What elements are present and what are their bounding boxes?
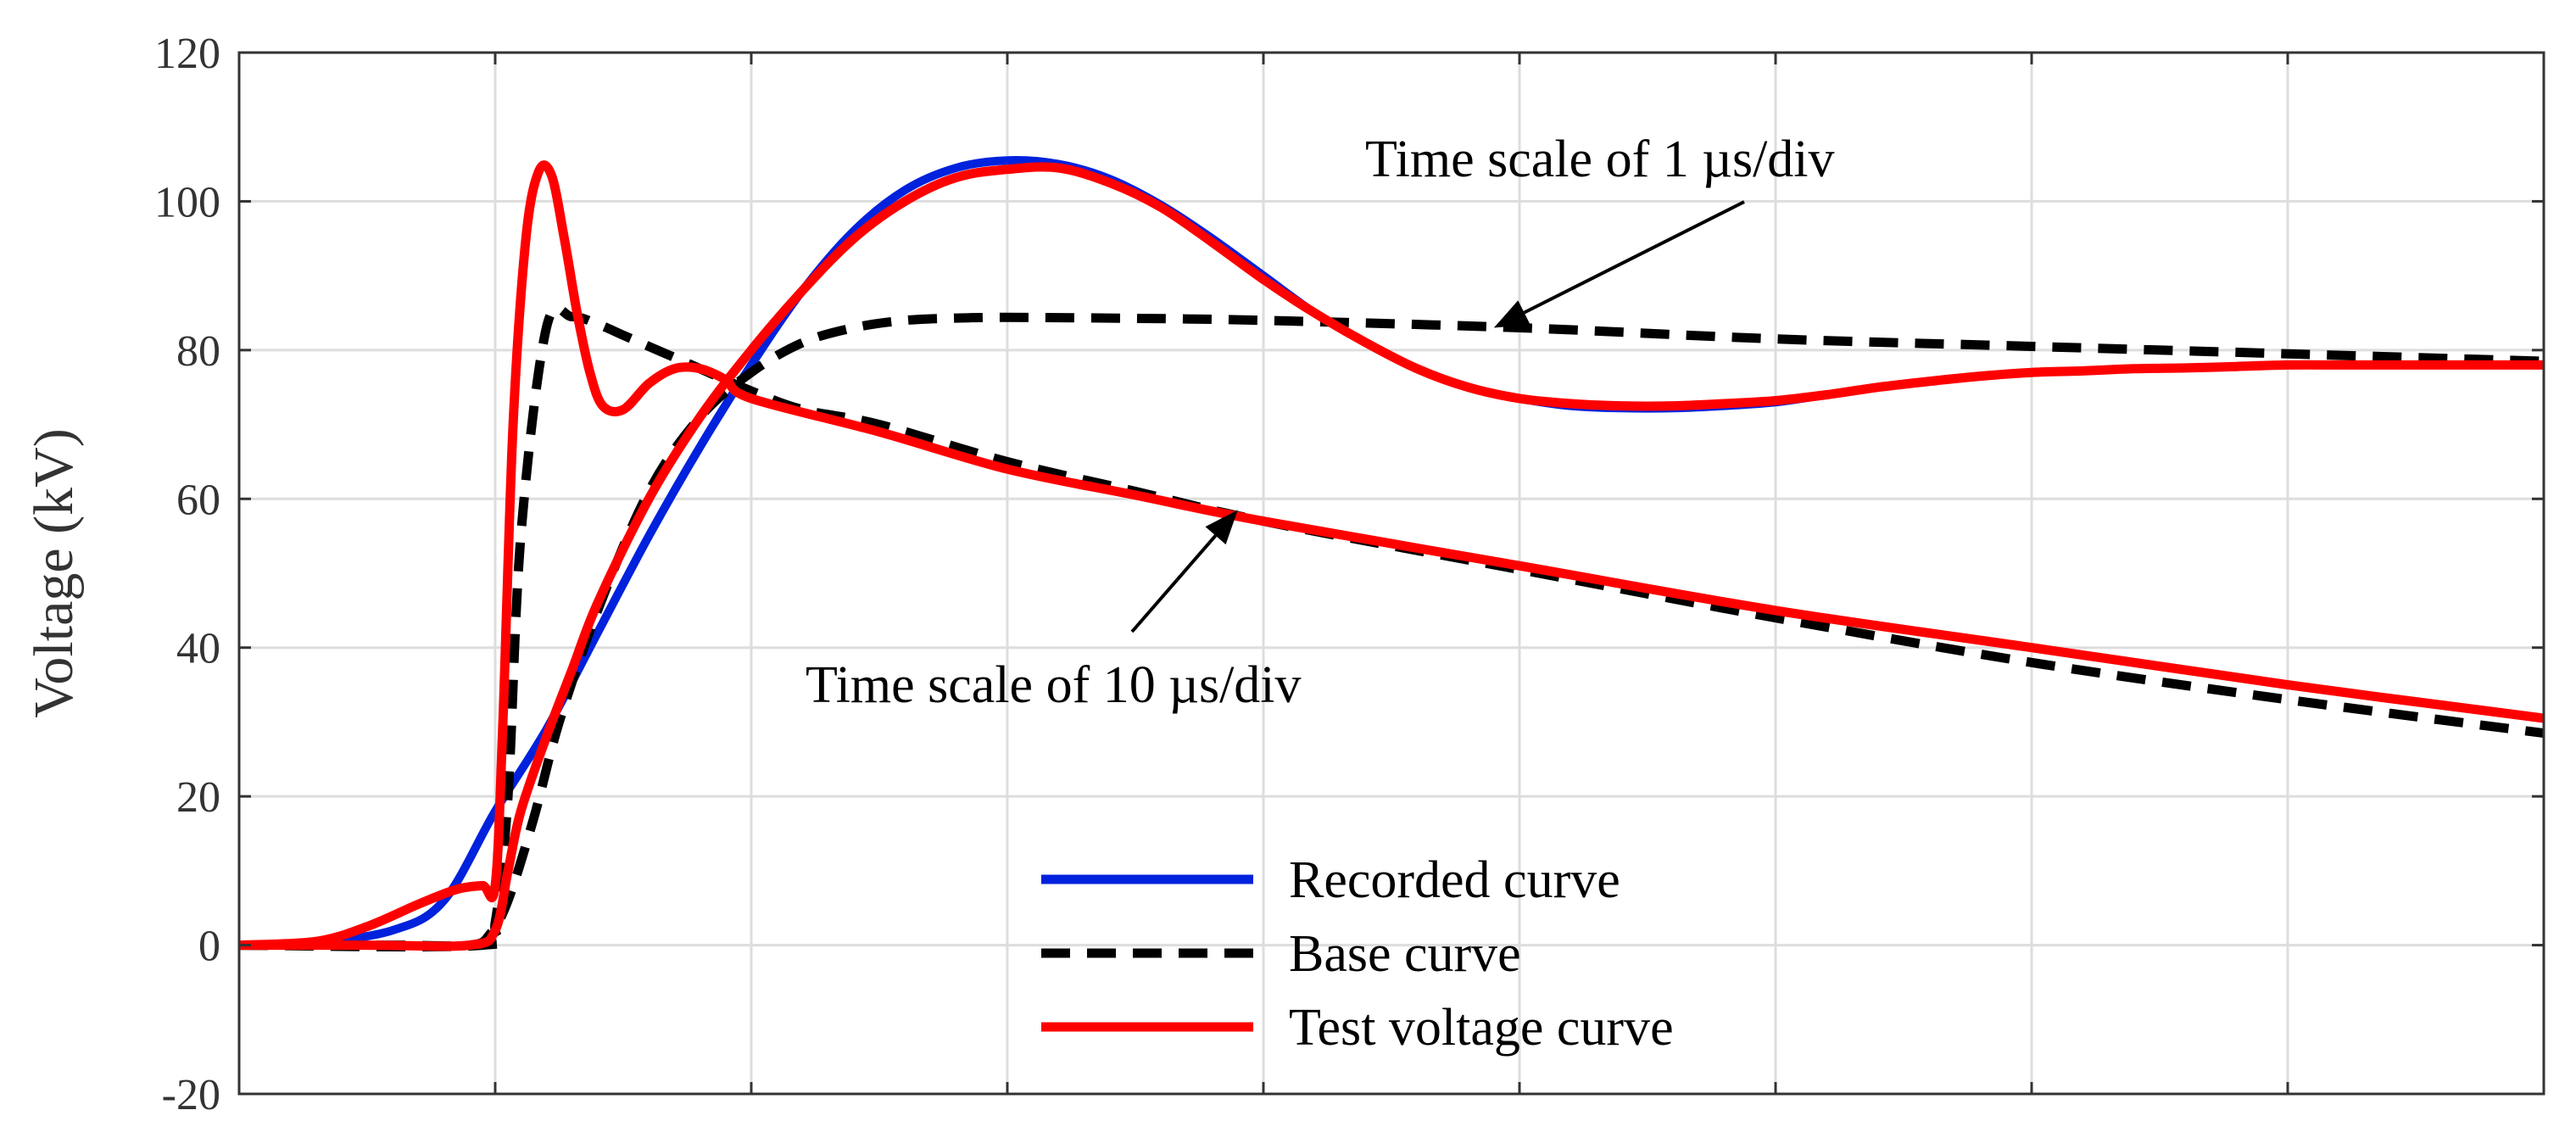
grid — [239, 53, 2544, 1094]
y-tick-label: 60 — [176, 476, 220, 524]
y-tick-label: 80 — [176, 327, 220, 376]
series-group — [239, 156, 2544, 952]
y-tick-label: 100 — [154, 178, 220, 226]
axis-ticks: -20 0 20 40 60 80 100 120 — [154, 30, 2544, 1119]
series-test-line — [239, 162, 2544, 951]
y-tick-label: 40 — [176, 625, 220, 673]
legend-base-label: Base curve — [1289, 925, 1521, 983]
annotation-1: Time scale of 1 µs/div — [1365, 131, 1835, 328]
series-test-line — [239, 160, 2544, 951]
annotation-2-arrow — [1130, 534, 1218, 633]
annotation-2: Time scale of 10 µs/div — [806, 510, 1302, 714]
plot-background — [239, 53, 2544, 1094]
legend: Recorded curve Base curve Test voltage c… — [1041, 851, 1674, 1057]
annotation-1-arrowhead — [1493, 300, 1531, 328]
plot-frame — [237, 51, 2545, 1096]
legend-recorded-label: Recorded curve — [1289, 851, 1620, 909]
legend-test-label: Test voltage curve — [1289, 999, 1674, 1057]
y-tick-label: 20 — [176, 773, 220, 822]
y-tick-label: 120 — [154, 30, 220, 78]
y-axis-label: Voltage (kV) — [23, 428, 85, 718]
y-tick-label: 0 — [198, 923, 220, 971]
annotation-1-arrow — [1523, 200, 1745, 315]
y-tick-label: -20 — [162, 1071, 220, 1119]
annotation-2-text: Time scale of 10 µs/div — [806, 656, 1302, 714]
annotation-2-arrowhead — [1205, 510, 1238, 545]
series-base-line — [239, 312, 2544, 951]
annotation-1-text: Time scale of 1 µs/div — [1365, 131, 1835, 188]
series-base-line — [239, 304, 2544, 952]
